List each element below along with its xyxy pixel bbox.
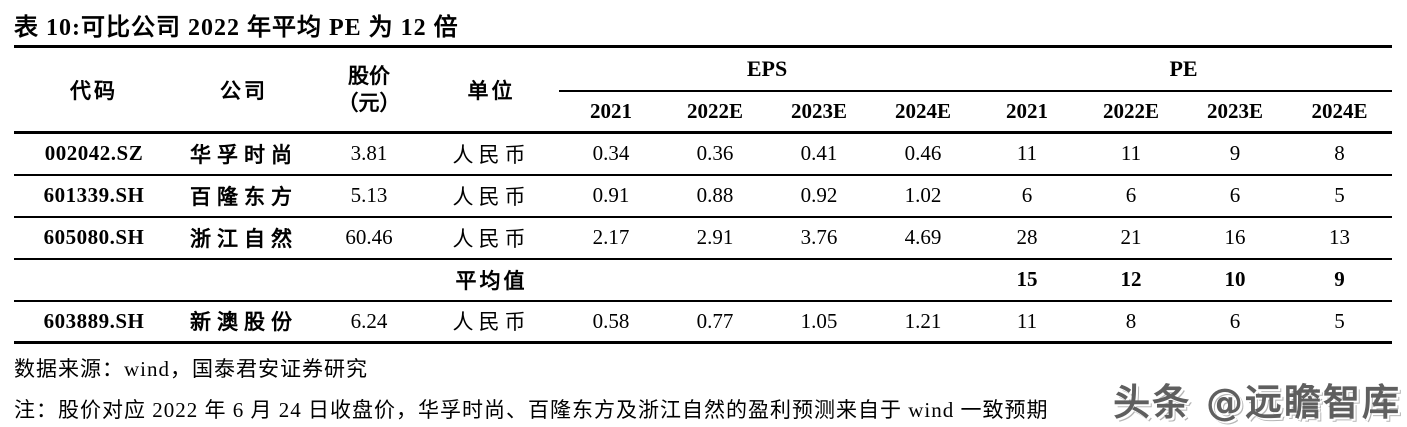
cell-company: 新澳股份 — [190, 310, 298, 335]
page-title: 表 10:可比公司 2022 年平均 PE 为 12 倍 — [14, 15, 459, 41]
cell-eps: 0.34 — [592, 141, 630, 166]
header-eps-year: 2022E — [686, 98, 743, 123]
table-row: 002042.SZ 华孚时尚 3.81 人民币 0.34 0.36 0.41 0… — [14, 133, 1393, 175]
cell-pe-average: 10 — [1224, 267, 1246, 291]
table-row: 605080.SH 浙江自然 60.46 人民币 2.17 2.91 3.76 … — [14, 217, 1393, 259]
cell-eps: 0.58 — [592, 308, 630, 333]
cell-price: 6.24 — [350, 308, 388, 333]
cell-price: 60.46 — [345, 225, 393, 249]
cell-pe: 8 — [1125, 308, 1137, 333]
header-pe-year: 2023E — [1207, 98, 1264, 123]
cell-pe: 11 — [1120, 141, 1142, 166]
header-company: 公司 — [220, 78, 268, 103]
cell-pe: 11 — [1016, 308, 1038, 333]
cell-empty — [314, 259, 424, 301]
table-row: 603889.SH 新澳股份 6.24 人民币 0.58 0.77 1.05 1… — [14, 301, 1393, 343]
cell-eps: 1.21 — [904, 308, 942, 333]
data-source-text: 数据来源：wind，国泰君安证券研究 — [14, 357, 368, 381]
cell-pe: 28 — [1016, 225, 1038, 249]
cell-eps: 0.36 — [696, 141, 734, 166]
cell-pe: 9 — [1229, 141, 1241, 166]
header-eps-year: 2024E — [895, 98, 952, 123]
cell-eps: 1.05 — [800, 308, 838, 333]
cell-code: 601339.SH — [43, 183, 145, 207]
cell-eps: 0.91 — [592, 183, 630, 207]
cell-pe: 11 — [1016, 141, 1038, 166]
cell-pe: 21 — [1120, 225, 1142, 249]
cell-empty — [559, 259, 663, 301]
cell-pe: 16 — [1224, 225, 1246, 249]
cell-empty — [767, 259, 871, 301]
cell-empty — [663, 259, 767, 301]
header-pe-year: 2022E — [1103, 98, 1160, 123]
header-eps-group: EPS — [559, 46, 976, 92]
cell-price: 5.13 — [350, 183, 388, 207]
cell-code: 605080.SH — [43, 225, 145, 249]
pe-comparison-table: 代码 公司 股价 （元） 单位 EPS PE 2021 2022E 2023E … — [14, 45, 1393, 344]
header-code: 代码 — [70, 78, 118, 103]
cell-eps: 2.91 — [696, 225, 734, 249]
cell-eps: 0.41 — [800, 141, 838, 166]
cell-empty — [871, 259, 975, 301]
header-pe-year: 2024E — [1311, 98, 1368, 123]
table-row: 601339.SH 百隆东方 5.13 人民币 0.91 0.88 0.92 1… — [14, 175, 1393, 217]
cell-pe: 5 — [1334, 183, 1345, 207]
average-row: 平均值 15 12 10 9 — [14, 259, 1393, 301]
cell-pe: 8 — [1334, 141, 1345, 166]
cell-eps: 0.77 — [696, 308, 734, 333]
header-price-line1: 股价 — [348, 64, 390, 89]
cell-company: 浙江自然 — [190, 226, 298, 251]
header-eps-year: 2021 — [590, 98, 632, 123]
cell-pe: 13 — [1329, 225, 1351, 249]
cell-pe: 5 — [1334, 308, 1345, 333]
footnote-text: 注：股价对应 2022 年 6 月 24 日收盘价，华孚时尚、百隆东方及浙江自然… — [14, 398, 1049, 422]
cell-price: 3.81 — [350, 141, 388, 166]
cell-pe: 6 — [1229, 183, 1241, 207]
cell-unit: 人民币 — [452, 226, 531, 251]
cell-pe: 6 — [1229, 308, 1241, 333]
cell-eps: 3.76 — [800, 225, 838, 249]
cell-eps: 2.17 — [592, 225, 630, 249]
cell-pe-average: 12 — [1120, 267, 1142, 291]
cell-pe-average: 15 — [1016, 267, 1038, 291]
cell-eps: 0.92 — [800, 183, 838, 207]
cell-empty — [14, 259, 174, 301]
cell-eps: 0.88 — [696, 183, 734, 207]
header-price-line2: （元） — [337, 90, 401, 115]
header-pe-year: 2021 — [1006, 98, 1049, 123]
cell-empty — [174, 259, 314, 301]
cell-eps: 0.46 — [904, 141, 942, 166]
cell-pe: 6 — [1125, 183, 1137, 207]
header-eps-year: 2023E — [790, 98, 847, 123]
cell-company: 百隆东方 — [190, 184, 298, 209]
cell-unit: 人民币 — [452, 184, 531, 209]
cell-eps: 4.69 — [904, 225, 942, 249]
cell-pe-average: 9 — [1334, 267, 1345, 291]
header-unit: 单位 — [467, 78, 516, 103]
cell-code: 603889.SH — [43, 308, 145, 333]
cell-unit: 人民币 — [452, 142, 531, 167]
cell-code: 002042.SZ — [44, 141, 144, 166]
cell-company: 华孚时尚 — [190, 142, 298, 167]
cell-eps: 1.02 — [904, 183, 942, 207]
watermark-toutiao: 头条 @远瞻智库 — [1113, 381, 1401, 424]
cell-pe: 6 — [1021, 183, 1033, 207]
header-price: 股价 （元） — [314, 47, 424, 133]
header-pe-group: PE — [975, 46, 1393, 92]
average-row-label: 平均值 — [455, 268, 528, 293]
cell-unit: 人民币 — [452, 310, 531, 335]
